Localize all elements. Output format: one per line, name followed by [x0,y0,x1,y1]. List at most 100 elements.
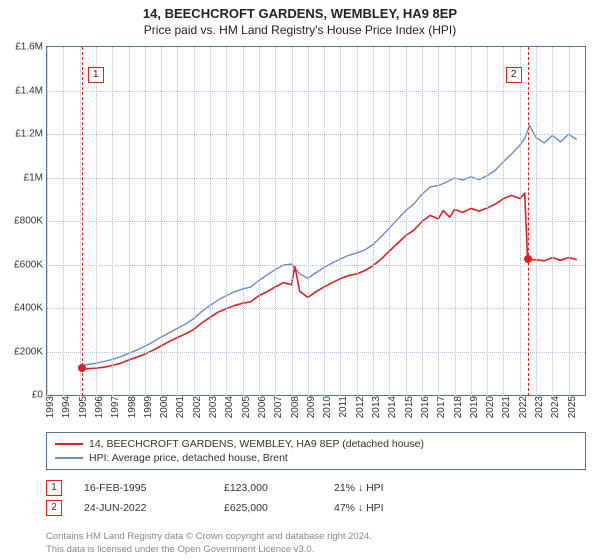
gridline-v [80,47,81,396]
event-price: £625,000 [224,502,334,514]
gridline-v [487,47,488,396]
x-tick-label: 2011 [335,396,349,418]
gridline-v [226,47,227,396]
series-hpi [80,126,577,366]
legend-label: HPI: Average price, detached house, Bren… [89,452,288,464]
legend-swatch [55,457,83,459]
x-tick-label: 2009 [303,396,317,418]
y-tick-label: £1.4M [15,85,47,96]
gridline-v [275,47,276,396]
event-price: £123,000 [224,482,334,494]
x-tick-label: 2018 [450,396,464,418]
x-tick-label: 2013 [368,396,382,418]
gridline-v [112,47,113,396]
x-tick-label: 2022 [515,396,529,418]
gridline-v [357,47,358,396]
plot-area: £0£200K£400K£600K£800K£1M£1.2M£1.4M£1.6M… [46,46,586,396]
event-date: 24-JUN-2022 [84,502,224,514]
gridline-v [520,47,521,396]
x-tick-label: 2020 [482,396,496,418]
x-tick-label: 2010 [319,396,333,418]
gridline-v [177,47,178,396]
x-tick-label: 1994 [58,396,72,418]
events-table: 116-FEB-1995£123,00021% ↓ HPI 2 24-JUN-202… [46,478,586,518]
event-marker-2 [524,255,532,263]
gridline-v [552,47,553,396]
y-tick-label: £800K [14,216,47,227]
legend: 14, BEECHCROFT GARDENS, WEMBLEY, HA9 8EP… [46,432,586,518]
x-tick-label: 2004 [221,396,235,418]
gridline-v [324,47,325,396]
footer-line1: Contains HM Land Registry data © Crown c… [46,531,372,543]
x-tick-label: 1995 [75,396,89,418]
x-tick-label: 2015 [401,396,415,418]
x-tick-label: 1999 [140,396,154,418]
legend-swatch [55,443,83,445]
x-tick-label: 2007 [270,396,284,418]
x-tick-label: 2003 [205,396,219,418]
gridline-v [389,47,390,396]
event-num-box: 1 [46,480,62,496]
x-tick-label: 2008 [287,396,301,418]
gridline-v [210,47,211,396]
gridline-v [129,47,130,396]
x-tick-label: 2025 [564,396,578,418]
y-tick-label: £400K [14,303,47,314]
gridline-v [243,47,244,396]
x-tick-label: 2017 [433,396,447,418]
y-tick-label: £1.2M [15,129,47,140]
x-tick-label: 2006 [254,396,268,418]
gridline-v [536,47,537,396]
x-tick-label: 2001 [172,396,186,418]
chart-container: 14, BEECHCROFT GARDENS, WEMBLEY, HA9 8EP… [0,0,600,560]
footer-line2: This data is licensed under the Open Gov… [46,544,372,556]
x-tick-label: 2019 [466,396,480,418]
x-tick-label: 2005 [238,396,252,418]
gridline-v [503,47,504,396]
x-tick-label: 2016 [417,396,431,418]
event-row: 2 24-JUN-2022£625,00047% ↓ HPI [46,498,586,518]
gridline-v [161,47,162,396]
legend-row: HPI: Average price, detached house, Bren… [55,451,577,465]
event-num-box: 2 [46,500,62,516]
x-tick-label: 2012 [352,396,366,418]
x-tick-label: 1998 [124,396,138,418]
y-tick-label: £600K [14,259,47,270]
x-tick-label: 1993 [42,396,56,418]
chart-title: 14, BEECHCROFT GARDENS, WEMBLEY, HA9 8EP [0,0,600,21]
legend-row: 14, BEECHCROFT GARDENS, WEMBLEY, HA9 8EP… [55,437,577,451]
event-delta: 21% ↓ HPI [334,482,454,494]
gridline-v [63,47,64,396]
gridline-v [47,47,48,396]
event-marker-1 [78,364,86,372]
gridline-v [471,47,472,396]
x-tick-label: 1997 [107,396,121,418]
gridline-v [259,47,260,396]
gridline-v [373,47,374,396]
event-delta: 47% ↓ HPI [334,502,454,514]
gridline-v [422,47,423,396]
legend-label: 14, BEECHCROFT GARDENS, WEMBLEY, HA9 8EP… [89,438,424,450]
gridline-v [292,47,293,396]
footer: Contains HM Land Registry data © Crown c… [46,531,372,556]
gridline-v [145,47,146,396]
x-tick-label: 2023 [531,396,545,418]
event-line-1 [82,47,83,396]
event-box-2: 2 [506,67,522,83]
x-tick-label: 2000 [156,396,170,418]
gridline-v [455,47,456,396]
gridline-v [96,47,97,396]
event-box-1: 1 [88,67,104,83]
y-tick-label: £1.6M [15,42,47,53]
chart-subtitle: Price paid vs. HM Land Registry's House … [0,21,600,37]
x-tick-label: 2014 [384,396,398,418]
gridline-v [569,47,570,396]
event-row: 116-FEB-1995£123,00021% ↓ HPI [46,478,586,498]
x-tick-label: 2002 [189,396,203,418]
x-tick-label: 1996 [91,396,105,418]
y-tick-label: £200K [14,346,47,357]
gridline-v [406,47,407,396]
x-tick-label: 2021 [498,396,512,418]
gridline-v [438,47,439,396]
gridline-v [308,47,309,396]
